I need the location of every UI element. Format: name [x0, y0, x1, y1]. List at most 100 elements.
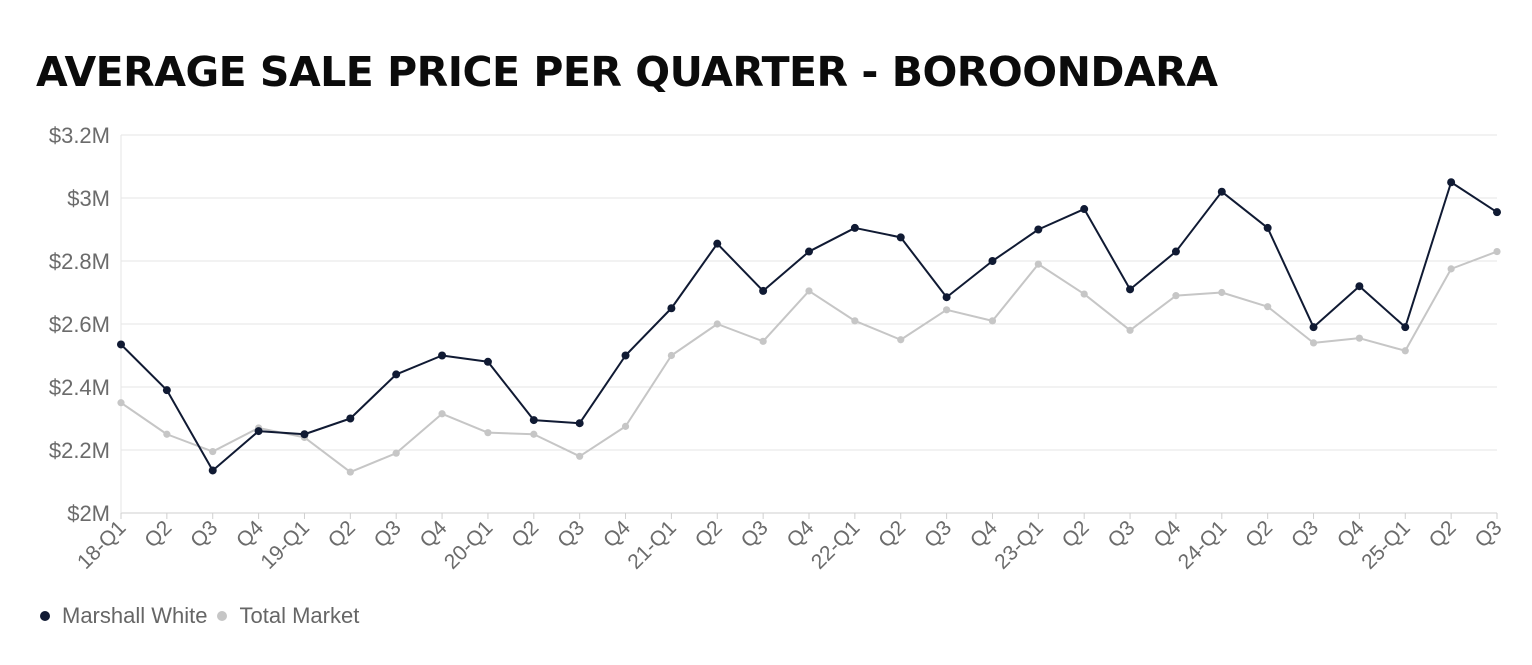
x-tick-label: Q4 [966, 516, 1002, 552]
x-tick-label: Q4 [1333, 516, 1369, 552]
legend-item-marshall-white: Marshall White [40, 603, 207, 629]
x-tick-label: Q2 [1425, 516, 1461, 552]
data-point [1263, 223, 1272, 232]
x-tick-label: 23-Q1 [990, 516, 1048, 574]
y-tick-label: $2.4M [49, 375, 110, 400]
x-tick-label: Q2 [140, 516, 176, 552]
data-point [988, 257, 997, 265]
data-point [1126, 285, 1135, 294]
y-tick-label: $3.2M [49, 123, 110, 148]
data-point [575, 419, 584, 428]
x-tick-label: Q2 [691, 516, 727, 552]
y-tick-label: $3M [67, 186, 110, 211]
data-point [1401, 347, 1409, 355]
data-point [1172, 292, 1180, 300]
x-tick-label: 24-Q1 [1174, 516, 1232, 574]
data-point [851, 317, 859, 325]
data-point [942, 293, 951, 302]
data-point [897, 336, 905, 344]
series-line-total-market [120, 250, 1498, 474]
series-line-marshall-white [120, 181, 1498, 472]
data-point [117, 399, 125, 407]
x-tick-label: Q2 [507, 516, 543, 552]
x-tick-label: Q4 [599, 516, 635, 552]
data-point [392, 449, 400, 457]
data-point [943, 306, 951, 314]
data-point [438, 410, 446, 418]
x-tick-label: Q4 [232, 516, 268, 552]
legend: Marshall White Total Market [40, 603, 369, 629]
data-point [1355, 334, 1363, 342]
data-point [1309, 339, 1318, 347]
x-tick-label: Q3 [920, 516, 956, 552]
data-point [713, 320, 721, 328]
data-point [988, 317, 997, 325]
data-point [667, 351, 676, 360]
data-point [576, 452, 584, 460]
legend-item-total-market: Total Market [217, 603, 359, 629]
x-tick-label: Q2 [874, 516, 910, 552]
data-point [896, 233, 905, 242]
data-point [713, 239, 722, 248]
x-tick-label: 21-Q1 [623, 516, 681, 574]
data-point [1493, 208, 1501, 217]
data-point [1034, 225, 1043, 234]
x-tick-label: Q4 [416, 516, 452, 552]
data-point [117, 340, 125, 349]
data-point [1447, 178, 1456, 187]
x-tick-label: Q3 [1104, 516, 1140, 552]
data-point [1080, 290, 1088, 298]
x-tick-label: 19-Q1 [256, 516, 314, 574]
data-point [759, 337, 767, 345]
data-point [1171, 247, 1180, 256]
data-point [1218, 288, 1226, 297]
data-point [621, 422, 630, 430]
x-tick-label: Q3 [186, 516, 222, 552]
x-tick-label: Q2 [1058, 516, 1094, 552]
x-tick-label: 20-Q1 [440, 516, 498, 574]
data-point [254, 427, 263, 436]
data-point [1034, 260, 1042, 268]
x-tick-label: Q4 [782, 516, 818, 552]
data-point [759, 286, 768, 295]
legend-dot-icon [217, 611, 228, 621]
data-point [162, 386, 171, 395]
legend-label: Marshall White [62, 603, 208, 628]
data-point [530, 430, 538, 438]
chart-title: AVERAGE SALE PRICE PER QUARTER - BOROOND… [36, 48, 1218, 96]
data-point [300, 430, 309, 439]
data-point [346, 468, 354, 476]
data-point [1447, 265, 1455, 273]
data-point [483, 357, 492, 366]
y-tick-label: $2M [67, 501, 110, 526]
y-tick-label: $2.6M [49, 312, 110, 337]
data-point [1401, 323, 1410, 332]
x-tick-label: Q3 [370, 516, 406, 552]
data-point [392, 370, 401, 379]
data-point [208, 466, 217, 475]
data-point [209, 447, 217, 456]
x-tick-label: Q3 [1470, 516, 1506, 552]
data-point [438, 351, 447, 360]
x-tick-label: 22-Q1 [807, 516, 865, 574]
data-point [1493, 247, 1501, 256]
data-point [1309, 323, 1318, 332]
data-point [1217, 187, 1226, 196]
x-tick-label: Q3 [1287, 516, 1323, 552]
data-point [621, 351, 630, 360]
data-point [1126, 326, 1134, 334]
data-point [484, 429, 492, 437]
data-point [1080, 205, 1089, 214]
data-point [667, 304, 676, 313]
data-point [1264, 303, 1272, 311]
x-tick-label: Q2 [1241, 516, 1277, 552]
data-point [163, 430, 171, 438]
series-lines [117, 178, 1501, 476]
data-point [805, 287, 813, 295]
y-tick-label: $2.2M [49, 438, 110, 463]
legend-label: Total Market [239, 603, 360, 628]
y-axis-ticks: $2M $2.2M $2.4M $2.6M $2.8M $3M $3.2M [49, 123, 110, 526]
legend-dot-icon [40, 611, 50, 621]
